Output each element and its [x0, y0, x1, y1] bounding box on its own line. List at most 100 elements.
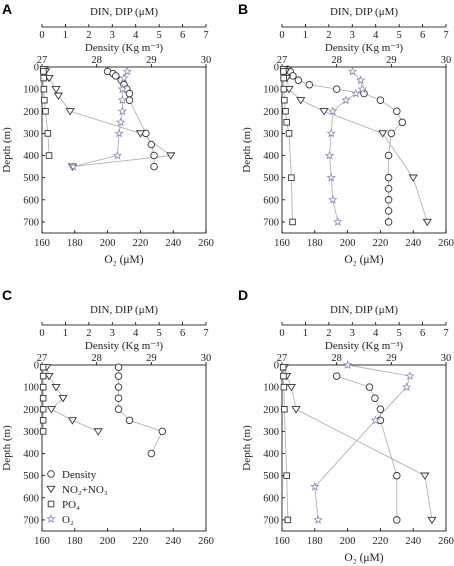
y-tick-label: 500 [263, 173, 279, 184]
y-tick-label: 0 [274, 63, 279, 74]
square-marker [40, 74, 47, 82]
series-line-no2-no3 [43, 68, 173, 168]
top-tick-label: 2 [326, 30, 331, 41]
bottom-tick-label: 260 [198, 536, 214, 547]
triangle-marker [44, 74, 54, 83]
triangle-marker [291, 406, 301, 414]
star-marker [112, 150, 123, 160]
triangle-marker [51, 86, 61, 94]
top-tick-label: 7 [443, 328, 448, 339]
y-axis-title: Depth (m) [241, 425, 253, 471]
top-axis-title: DIN, DIP (μM) [330, 304, 398, 316]
square-marker [47, 500, 55, 508]
density-tick-label: 30 [201, 353, 212, 364]
density-axis-title: Density (Kg m⁻³) [325, 340, 403, 352]
circle-marker [365, 383, 374, 391]
top-tick-label: 0 [39, 30, 44, 41]
circle-marker [114, 383, 123, 391]
y-tick-label: 400 [263, 151, 279, 162]
density-tick-label: 27 [37, 353, 48, 364]
y-axis-title: Depth (m) [1, 425, 13, 471]
square-marker [284, 516, 292, 524]
circle-marker [305, 80, 314, 89]
legend: Density NO₂+NO₃ PO₄ O₂ [46, 469, 108, 526]
triangle-marker [166, 152, 176, 160]
top-tick-label: 7 [203, 328, 208, 339]
star-marker [114, 128, 124, 138]
top-tick-label: 4 [133, 30, 139, 41]
y-axis-title: Depth (m) [241, 127, 253, 173]
y-tick-label: 200 [23, 107, 39, 118]
density-tick-label: 27 [37, 55, 48, 66]
density-tick-label: 27 [277, 353, 288, 364]
circle-marker [114, 372, 123, 380]
bottom-tick-label: 180 [67, 536, 83, 547]
y-tick-label: 200 [263, 405, 279, 416]
bottom-tick-label: 240 [165, 238, 181, 249]
circle-marker [125, 89, 134, 98]
star-marker [356, 75, 366, 85]
bottom-tick-label: 180 [67, 238, 83, 249]
circle-marker [147, 140, 156, 149]
triangle-marker [53, 92, 64, 101]
y-tick-label: 600 [263, 493, 279, 504]
square-marker [39, 428, 47, 435]
density-tick-label: 29 [146, 353, 157, 364]
square-marker [40, 85, 48, 93]
series-line-o2 [73, 71, 128, 168]
square-marker [39, 406, 47, 413]
square-marker [280, 372, 287, 380]
series-line-density [107, 70, 155, 167]
top-tick-label: 6 [180, 328, 185, 339]
panel-label: B [238, 1, 248, 17]
circle-marker [384, 207, 393, 215]
circle-marker [332, 372, 341, 380]
top-axis-title: DIN, DIP (μM) [90, 6, 158, 18]
density-tick-label: 29 [386, 55, 397, 66]
star-marker [119, 73, 129, 83]
circle-marker [114, 405, 123, 414]
y-tick-label: 700 [23, 515, 39, 526]
star-marker [370, 415, 381, 425]
star-marker [46, 514, 56, 523]
triangle-marker [319, 108, 329, 116]
panel-label: C [2, 287, 12, 303]
y-tick-label: 400 [23, 449, 39, 460]
top-tick-label: 6 [420, 328, 425, 339]
top-tick-label: 5 [397, 328, 402, 339]
density-axis-title: Density (Kg m⁻³) [85, 42, 163, 54]
bottom-tick-label: 200 [100, 238, 116, 249]
square-marker [280, 68, 287, 75]
triangle-marker [420, 472, 430, 480]
plot-frame [41, 66, 207, 234]
density-axis-title: Density (Kg m⁻³) [85, 340, 163, 352]
triangle-marker [286, 384, 296, 392]
density-tick-label: 29 [386, 353, 397, 364]
circle-marker [114, 363, 123, 371]
y-tick-label: 600 [263, 195, 279, 206]
bottom-tick-label: 180 [307, 238, 323, 249]
legend-label: NO₂+NO₃ [62, 484, 108, 496]
square-marker [40, 68, 47, 75]
series-line-o2 [314, 364, 411, 520]
density-axis-title: Density (Kg m⁻³) [325, 42, 403, 54]
square-marker [288, 174, 295, 181]
top-tick-label: 3 [110, 328, 115, 339]
triangle-marker [427, 516, 437, 525]
top-axis-title: DIN, DIP (μM) [330, 6, 398, 18]
y-tick-label: 700 [23, 217, 39, 228]
circle-marker [294, 76, 303, 85]
top-tick-label: 4 [373, 328, 379, 339]
chart-panel-b: B DIN, DIP (μM) 0 1 2 3 4 5 6 7 Density (Kg m⁻³) 27… [238, 1, 454, 266]
density-tick-label: 27 [277, 55, 288, 66]
bottom-tick-label: 180 [307, 536, 323, 547]
square-marker [279, 363, 287, 371]
circle-marker [158, 427, 167, 436]
circle-marker [384, 196, 393, 204]
circle-marker [384, 184, 393, 193]
top-tick-label: 2 [86, 30, 91, 41]
circle-marker [47, 470, 55, 478]
top-tick-label: 2 [326, 328, 331, 339]
circle-marker [398, 118, 407, 127]
y-tick-label: 100 [263, 383, 279, 394]
